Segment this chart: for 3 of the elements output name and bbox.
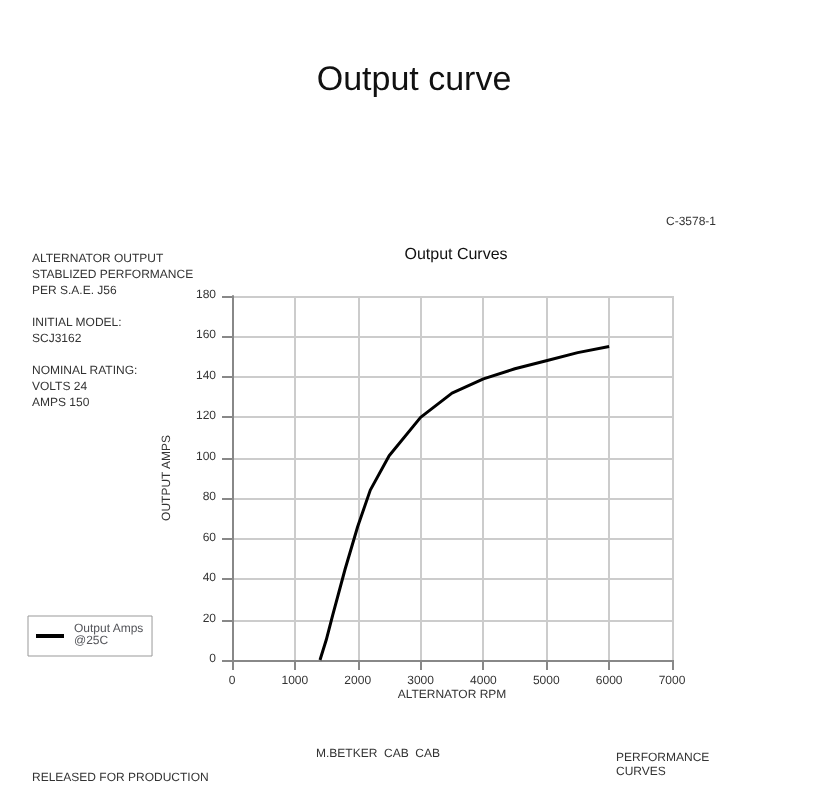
chart-subtitle: Output Curves xyxy=(404,245,508,263)
chart-title: Output curve xyxy=(316,60,512,98)
line-series xyxy=(318,345,611,662)
